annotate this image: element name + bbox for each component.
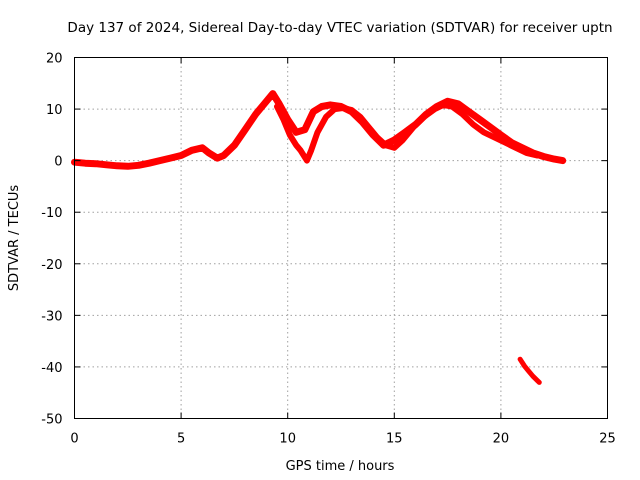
y-tick-labels: 20 10 0 -10 -20 -30 -40 -50 — [41, 52, 62, 428]
y-tick-label: -20 — [41, 258, 62, 273]
y-tick-label: 0 — [54, 155, 62, 170]
y-tick-label: -40 — [41, 361, 62, 376]
series-line-3 — [517, 356, 542, 385]
series-layer — [71, 90, 567, 385]
x-axis-label: GPS time / hours — [286, 459, 395, 474]
grid-lines — [74, 57, 608, 419]
y-tick-label: 10 — [46, 103, 63, 118]
x-tick-label: 20 — [493, 432, 510, 447]
x-tick-label: 10 — [279, 432, 296, 447]
y-axis-label: SDTVAR / TECUs — [7, 185, 22, 292]
axis-ticks — [74, 57, 608, 419]
x-tick-label: 0 — [70, 432, 78, 447]
y-tick-label: -50 — [41, 413, 62, 428]
y-tick-label: -30 — [41, 309, 62, 324]
y-tick-label: -10 — [41, 206, 62, 221]
x-tick-label: 25 — [599, 432, 616, 447]
plot-frame — [74, 57, 608, 419]
series-line-1 — [71, 90, 567, 170]
x-tick-label: 5 — [177, 432, 185, 447]
x-tick-label: 15 — [386, 432, 403, 447]
x-tick-labels: 0 5 10 15 20 25 — [70, 432, 615, 447]
series-line-2 — [274, 101, 541, 164]
y-tick-label: 20 — [46, 52, 63, 67]
chart-title: Day 137 of 2024, Sidereal Day-to-day VTE… — [67, 20, 612, 36]
